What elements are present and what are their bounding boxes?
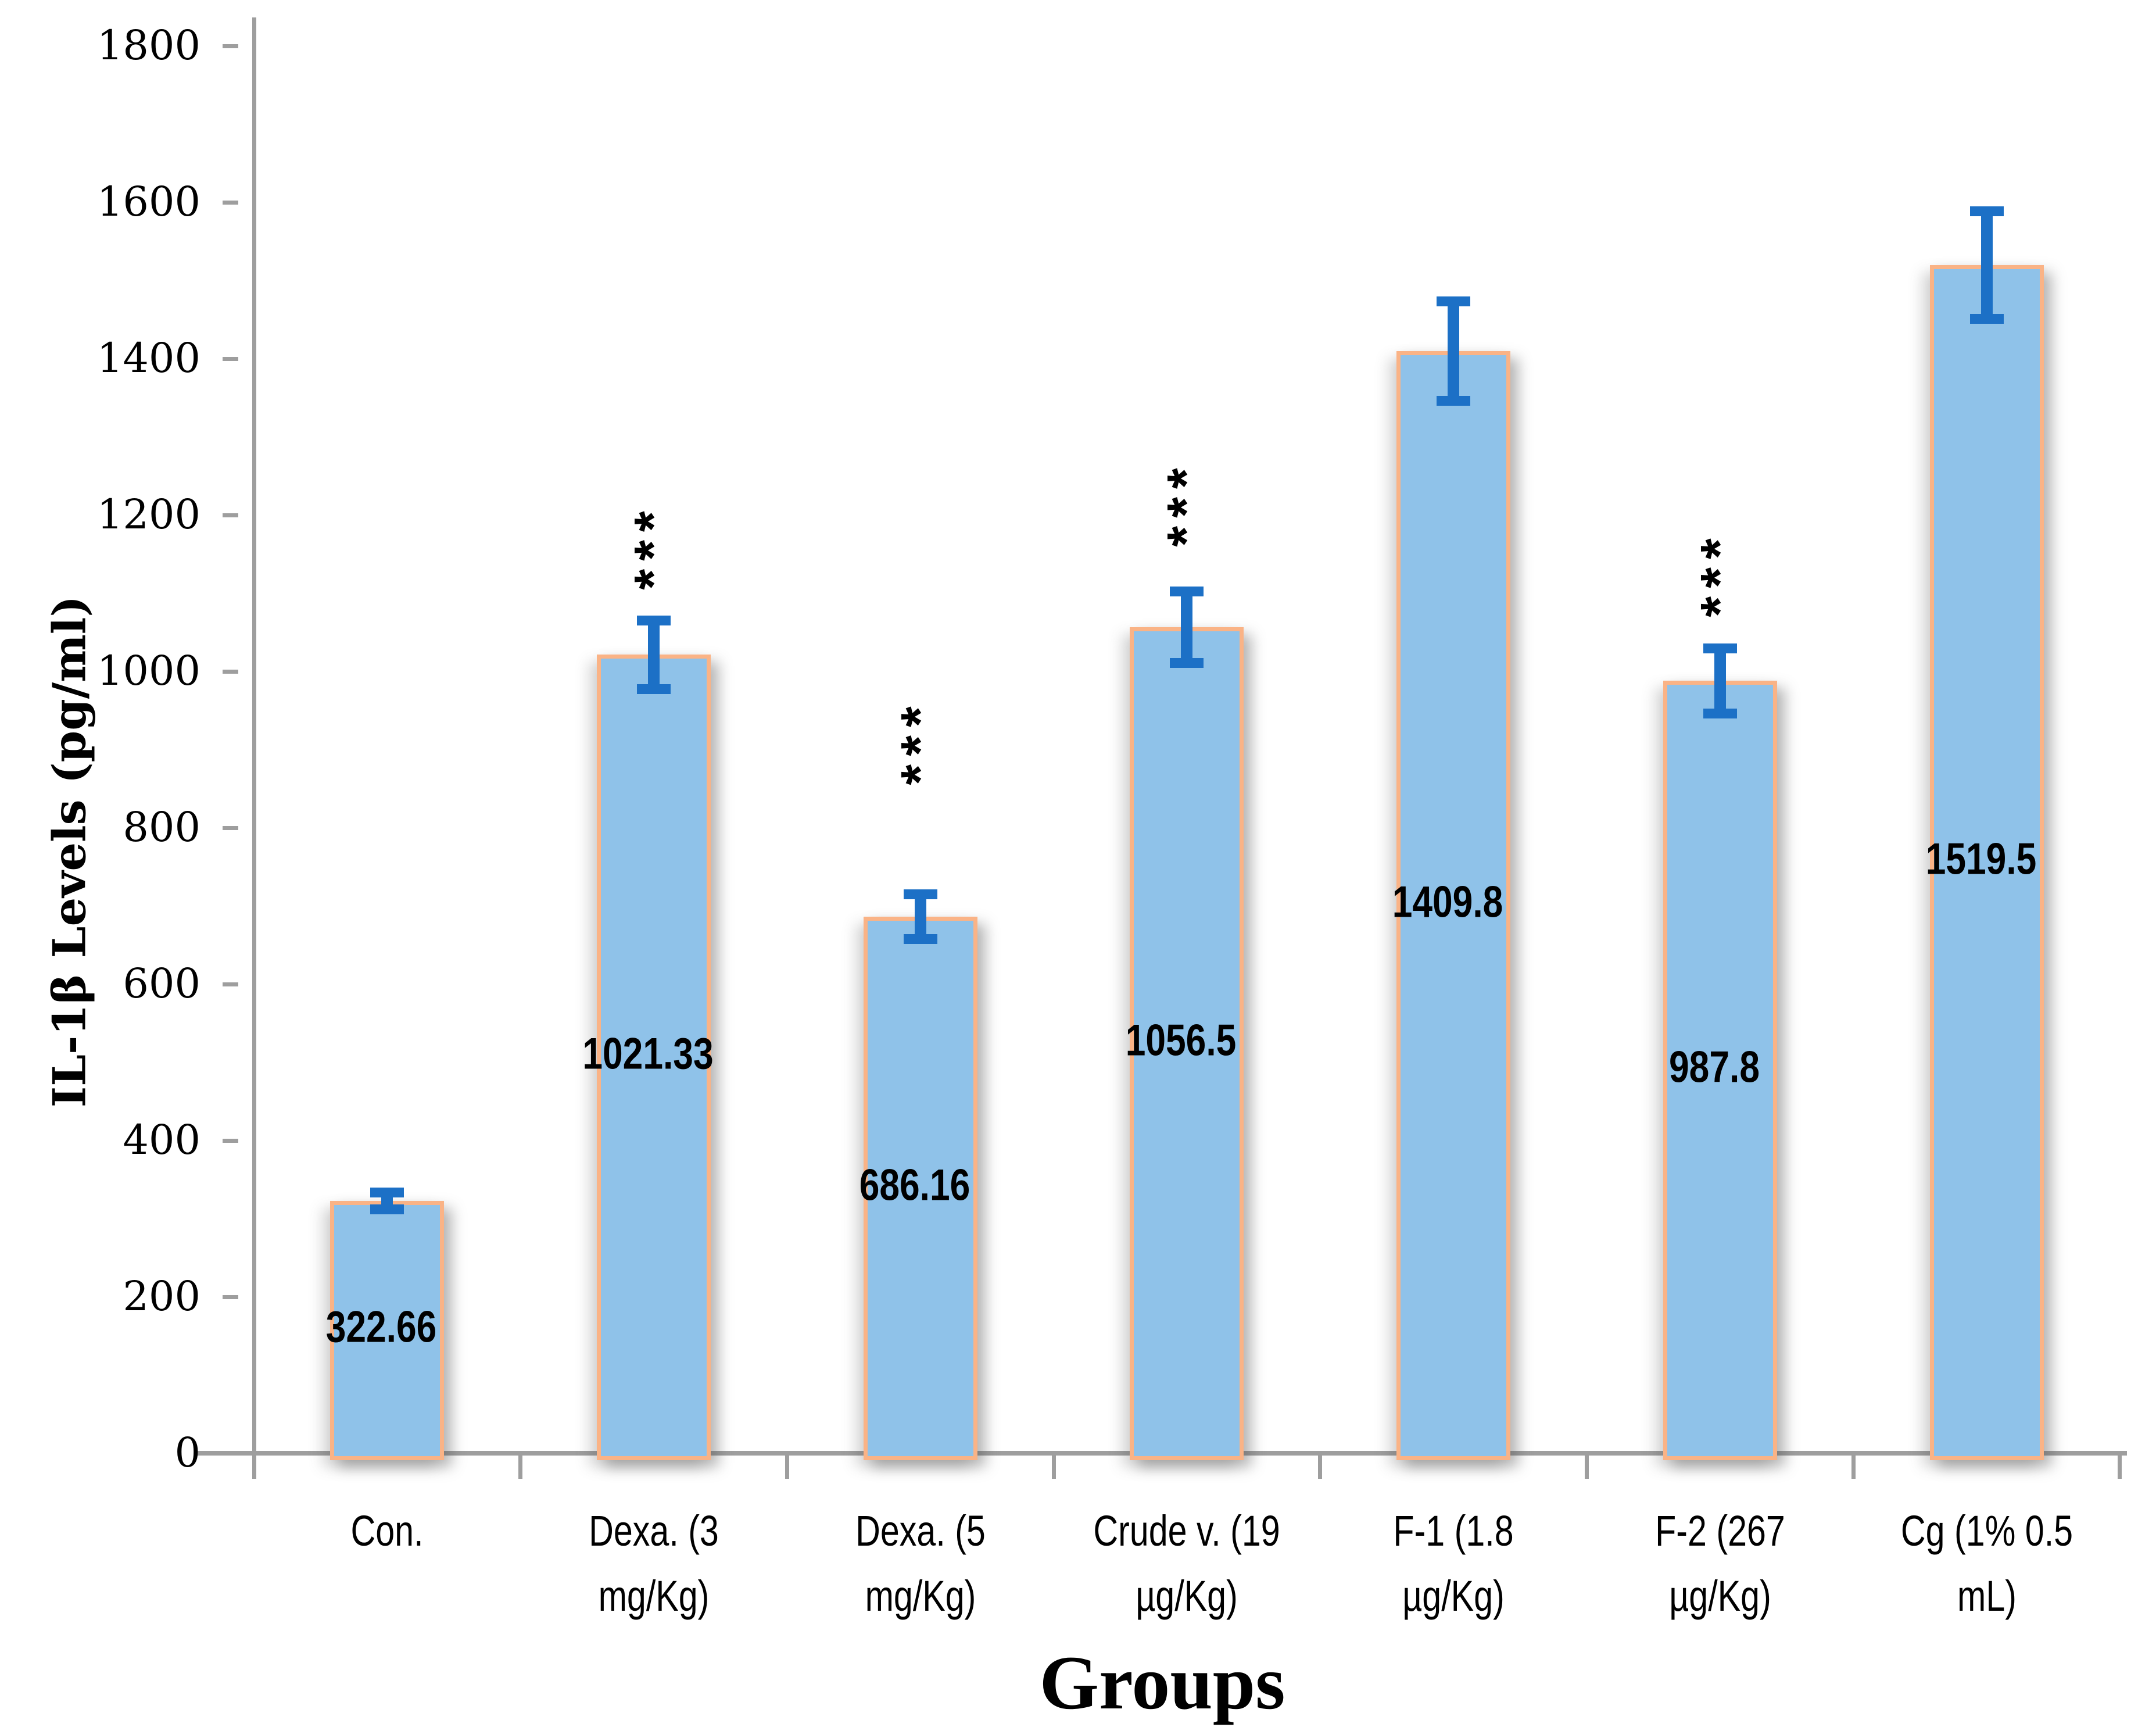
error-bar (1969, 206, 2004, 324)
error-bar-line (1714, 643, 1726, 718)
y-tick-mark (223, 44, 238, 48)
error-bar-line (648, 616, 660, 694)
x-tick-mark (1585, 1456, 1589, 1479)
error-bar-cap-top (1437, 296, 1471, 306)
error-bar-cap-bottom (1170, 657, 1204, 668)
category-label: Dexa. (3 mg/Kg) (589, 1507, 719, 1620)
error-bar-line (1448, 296, 1460, 406)
x-tick-mark (1051, 1456, 1056, 1479)
y-tick-mark (223, 356, 238, 361)
value-label: 1409.8 (1392, 877, 1503, 927)
error-bar-line (1980, 206, 1993, 324)
bar (1130, 627, 1244, 1460)
category-label: Cg (1% 0.5 mL) (1900, 1507, 2073, 1620)
error-bar (1437, 296, 1471, 406)
error-bar-line (1181, 587, 1193, 668)
error-bar-cap-bottom (1437, 395, 1471, 406)
y-tick-label: 200 (123, 1272, 200, 1320)
value-label: 1519.5 (1925, 834, 2036, 884)
significance-asterisks: *** (624, 503, 683, 590)
y-tick-label: 600 (123, 960, 200, 1007)
x-axis-title: Groups (1039, 1640, 1285, 1725)
bar (1396, 351, 1511, 1460)
error-bar-line (914, 889, 926, 945)
y-tick-label: 1000 (96, 647, 200, 695)
error-bar-cap-top (1703, 643, 1737, 653)
error-bar-cap-top (370, 1188, 404, 1198)
significance-asterisks: *** (1690, 530, 1750, 617)
y-tick-mark (223, 1295, 238, 1299)
y-tick-mark (223, 825, 238, 830)
x-tick-mark (1318, 1456, 1323, 1479)
y-tick-mark (223, 669, 238, 674)
y-tick-label: 1600 (96, 178, 200, 226)
error-bar (637, 616, 671, 694)
value-label: 1056.5 (1126, 1016, 1237, 1065)
error-bar-cap-bottom (903, 934, 937, 945)
y-tick-label: 1400 (96, 334, 200, 382)
bar (597, 655, 711, 1460)
error-bar-cap-bottom (1969, 314, 2004, 324)
category-label: Crude v. (19 µg/Kg) (1093, 1507, 1281, 1620)
y-tick-mark (223, 1451, 238, 1456)
error-bar (370, 1188, 404, 1214)
value-label: 322.66 (326, 1302, 437, 1352)
y-tick-mark (223, 200, 238, 205)
value-label: 1021.33 (582, 1029, 714, 1079)
category-label: F-1 (1.8 µg/Kg) (1393, 1507, 1514, 1620)
error-bar-cap-bottom (370, 1204, 404, 1214)
value-label: 686.16 (859, 1160, 970, 1210)
error-bar (1703, 643, 1737, 718)
y-tick-mark (223, 982, 238, 986)
error-bar-cap-top (1969, 206, 2004, 217)
error-bar (1170, 587, 1204, 668)
error-bar (903, 889, 937, 945)
x-tick-mark (1851, 1456, 1856, 1479)
x-tick-mark (252, 1456, 256, 1479)
error-bar-cap-top (637, 616, 671, 626)
x-tick-mark (518, 1456, 523, 1479)
significance-asterisks: *** (1156, 460, 1216, 547)
x-tick-mark (2118, 1456, 2122, 1479)
bar (1663, 681, 1777, 1460)
y-tick-label: 1200 (96, 491, 200, 538)
y-axis-title: IL-1β Levels (pg/ml) (43, 595, 96, 1108)
y-tick-label: 0 (174, 1429, 200, 1476)
y-tick-label: 1800 (96, 22, 200, 69)
bar (863, 917, 977, 1460)
category-label: Con. (350, 1507, 424, 1555)
bar (1929, 265, 2044, 1460)
y-tick-mark (223, 513, 238, 517)
category-label: F-2 (267 µg/Kg) (1655, 1507, 1785, 1620)
error-bar-cap-bottom (637, 684, 671, 694)
bar (330, 1201, 445, 1460)
value-label: 987.8 (1668, 1042, 1760, 1092)
category-label: Dexa. (5 mg/Kg) (855, 1507, 986, 1620)
y-tick-mark (223, 1138, 238, 1143)
y-tick-label: 800 (123, 803, 200, 851)
error-bar-cap-top (903, 889, 937, 900)
significance-asterisks: *** (890, 698, 950, 785)
error-bar-cap-top (1170, 587, 1204, 597)
y-tick-label: 400 (123, 1116, 200, 1164)
error-bar-cap-bottom (1703, 708, 1737, 718)
y-axis-line (252, 17, 256, 1456)
x-tick-mark (785, 1456, 789, 1479)
